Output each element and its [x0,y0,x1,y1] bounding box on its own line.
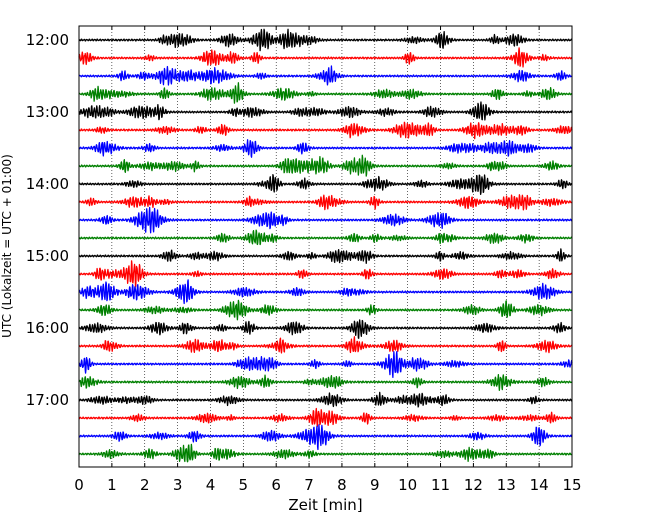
seismic-trace [78,248,573,264]
seismic-trace [78,139,573,158]
seismic-trace [78,174,573,196]
x-tick-label: 11 [431,476,450,494]
seismic-trace [78,101,573,121]
y-tick-label: 13:00 [26,103,69,121]
x-tick-label: 3 [173,476,183,494]
seismic-traces [78,28,573,463]
seismic-trace [78,407,573,428]
plot-frame [78,25,573,468]
seismic-trace [78,319,573,339]
y-tick-label: 16:00 [26,319,69,337]
seismic-trace [78,229,573,246]
x-tick-label: 15 [562,476,581,494]
seismic-trace [78,194,573,211]
seismic-trace [78,391,573,408]
y-tick-label: 17:00 [26,391,69,409]
y-tick-label: 14:00 [26,175,69,193]
seismic-trace [78,47,573,68]
x-tick-label: 14 [530,476,549,494]
seismic-trace [78,424,573,451]
seismic-trace [78,28,573,52]
seismic-trace [78,154,573,177]
x-tick-label: 7 [304,476,314,494]
seismic-trace [78,82,573,104]
x-axis-label: Zeit [min] [288,496,362,514]
x-tick-label: 8 [337,476,347,494]
x-axis-ticks: 0 1 2 3 4 5 6 7 8 9 10 11 12 13 14 15 [74,26,582,494]
seismic-trace [78,65,573,86]
x-tick-label: 12 [464,476,483,494]
seismic-trace [78,336,573,354]
x-tick-label: 0 [74,476,84,494]
x-tick-label: 5 [239,476,249,494]
seismic-trace [78,374,573,391]
seismic-trace [78,206,573,234]
x-tick-label: 13 [497,476,516,494]
seismic-trace [78,279,573,305]
x-tick-label: 9 [370,476,380,494]
x-tick-label: 2 [140,476,150,494]
x-tick-label: 10 [398,476,417,494]
seismic-trace [78,121,573,140]
x-tick-label: 6 [271,476,281,494]
seismic-trace [78,260,573,288]
x-tick-label: 1 [107,476,117,494]
y-tick-label: 12:00 [26,31,69,49]
y-tick-label: 15:00 [26,247,69,265]
seismic-trace [78,350,573,378]
seismic-trace [78,443,573,463]
y-axis-ticks: 12:00 13:00 14:00 15:00 16:00 17:00 [26,31,83,409]
y-axis-label: UTC (Lokalzeit = UTC + 01:00) [0,154,14,338]
seismic-trace [78,299,573,321]
x-tick-label: 4 [206,476,216,494]
